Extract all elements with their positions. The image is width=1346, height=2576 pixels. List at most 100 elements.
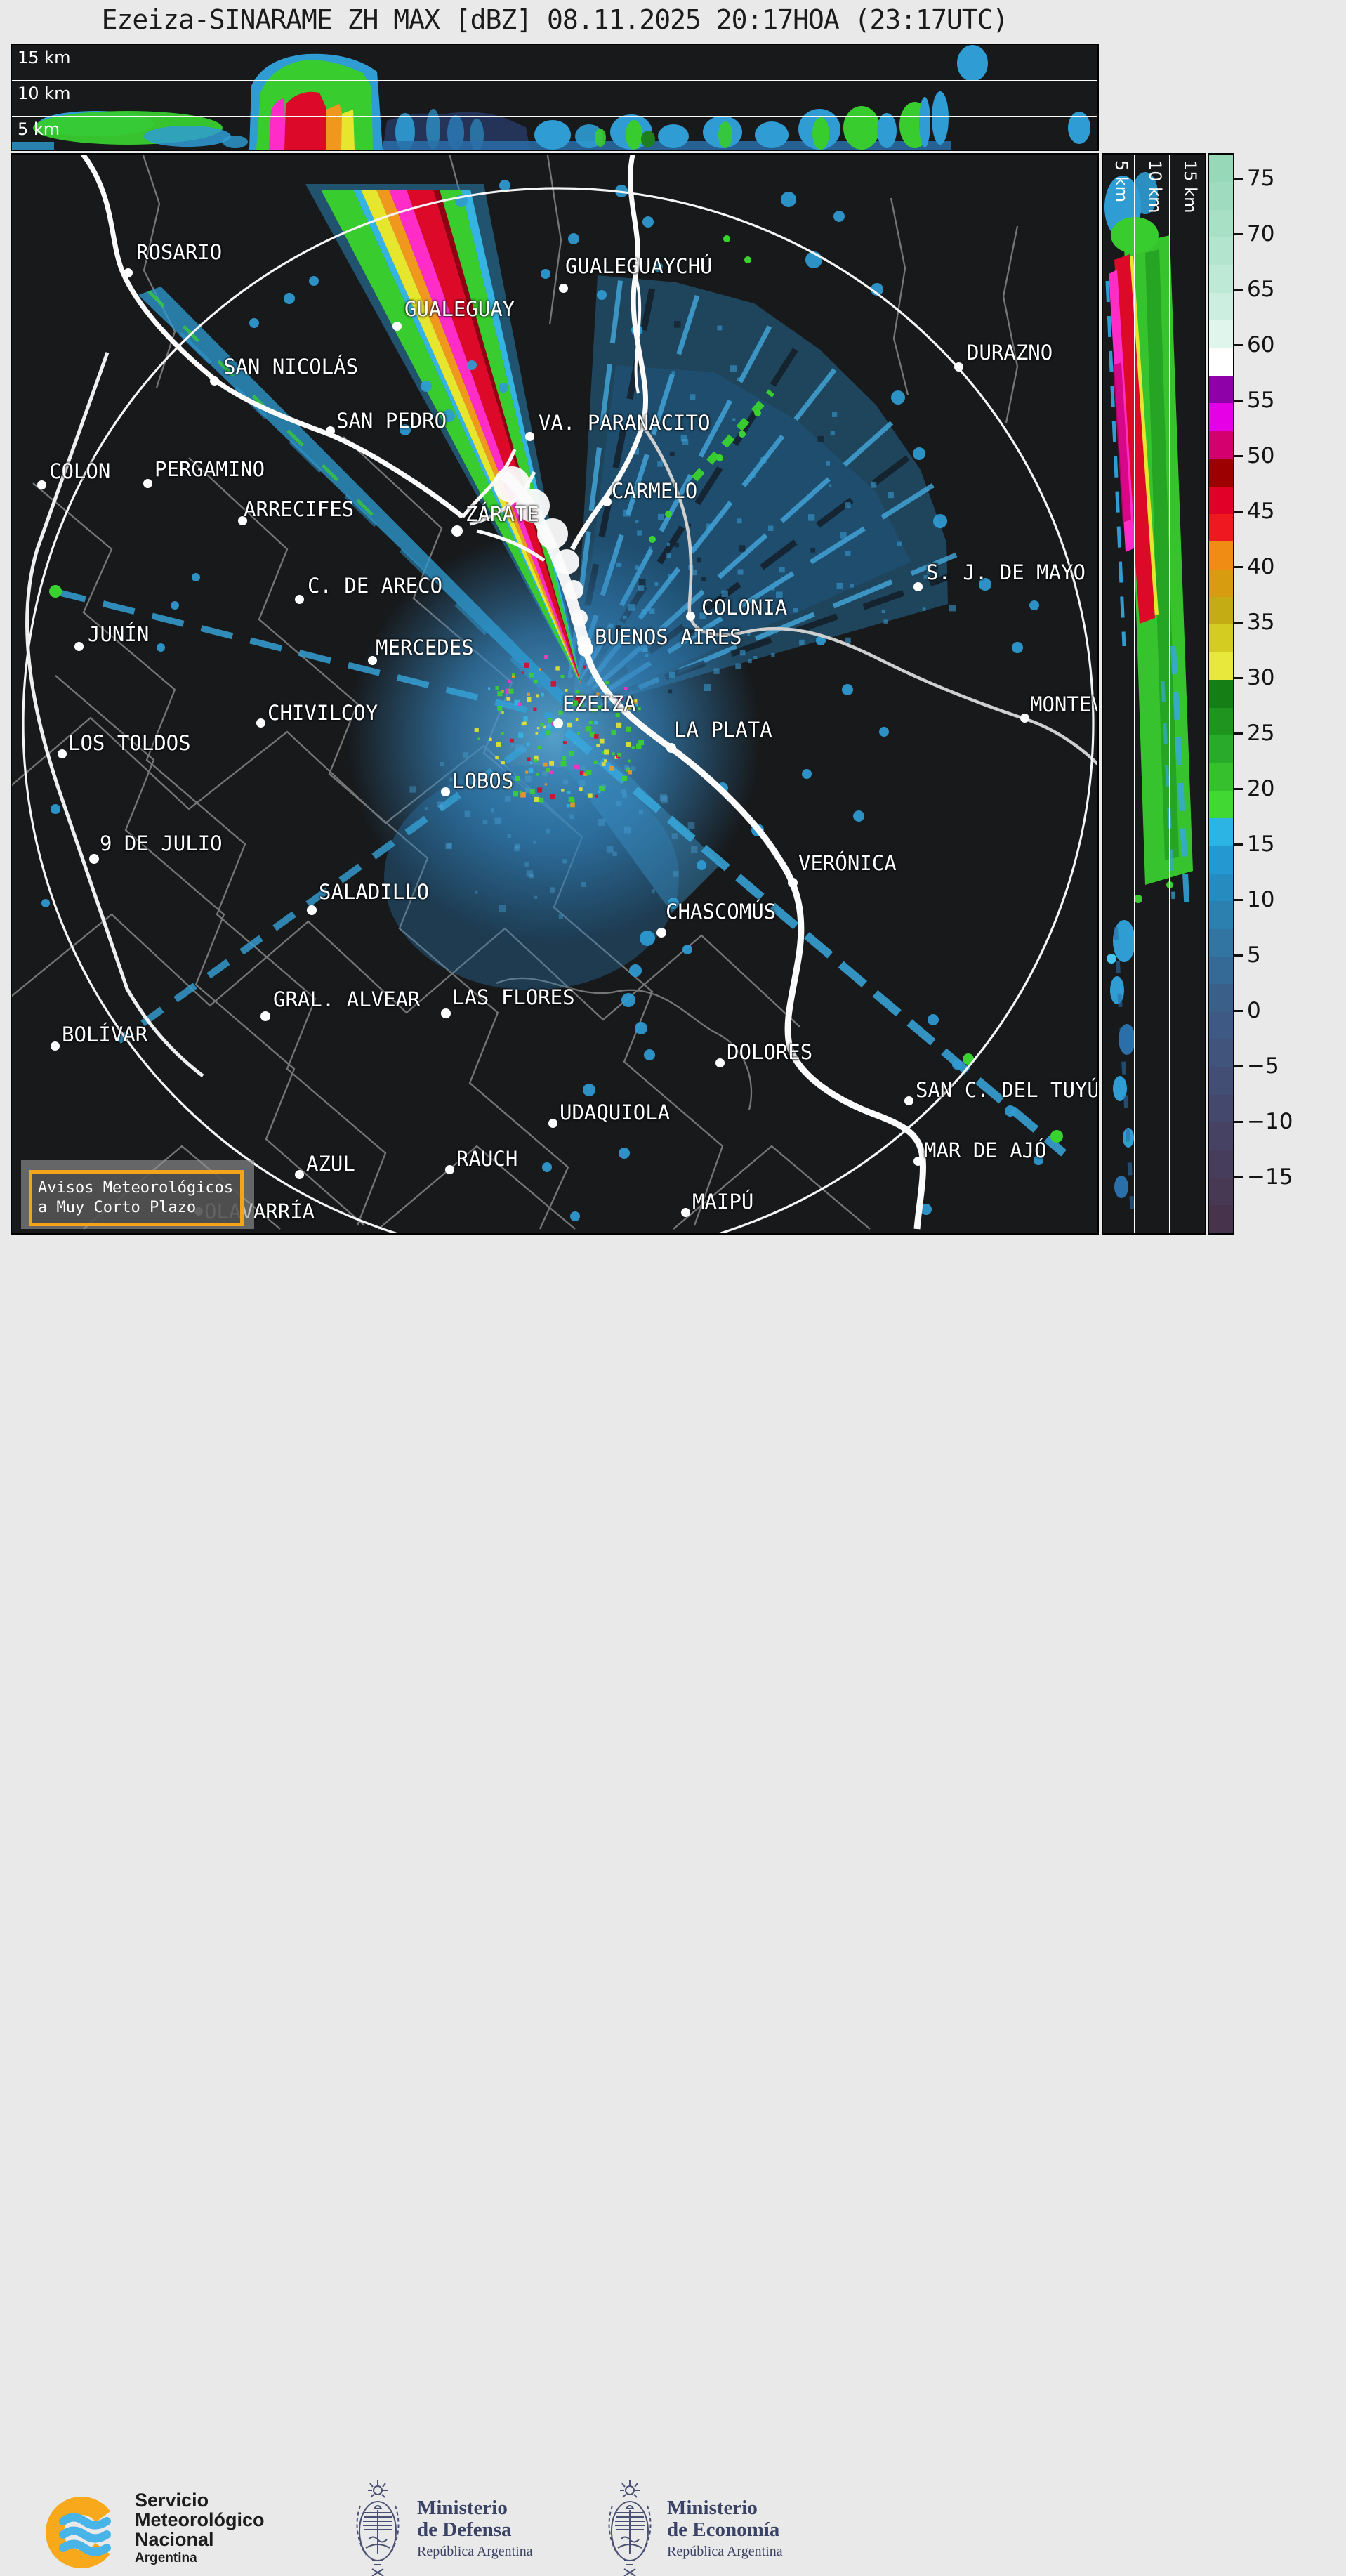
city-label-rauch: RAUCH bbox=[456, 1147, 518, 1171]
colorbar-tick-label: 10 bbox=[1247, 887, 1275, 912]
colorbar-band bbox=[1209, 928, 1233, 957]
radar-map-panel: Avisos Meteorológicos a Muy Corto Plazo … bbox=[11, 153, 1099, 1235]
colorbar-tick-mark bbox=[1234, 1065, 1243, 1067]
city-dot bbox=[392, 321, 402, 331]
colorbar-tick-label: 5 bbox=[1247, 942, 1261, 968]
city-dot bbox=[548, 1118, 557, 1128]
colorbar-tick-label: 50 bbox=[1247, 443, 1275, 468]
colorbar-band bbox=[1209, 320, 1233, 348]
footer: Servicio Meteorológico Nacional Argentin… bbox=[0, 1236, 1346, 2576]
city-dot bbox=[553, 718, 563, 728]
colorbar-tick-mark bbox=[1234, 1010, 1243, 1012]
warning-box[interactable]: Avisos Meteorológicos a Muy Corto Plazo bbox=[29, 1170, 244, 1226]
city-label-chascom-s: CHASCOMÚS bbox=[666, 900, 777, 924]
city-label-9-de-julio: 9 DE JULIO bbox=[100, 832, 223, 855]
colorbar-band bbox=[1209, 790, 1233, 818]
city-dot bbox=[37, 480, 46, 489]
radar-map-graphic bbox=[12, 155, 1097, 1233]
city-label-san-nicol-s: SAN NICOLÁS bbox=[223, 355, 359, 379]
colorbar-band bbox=[1209, 348, 1233, 376]
city-label-bol-var: BOLÍVAR bbox=[62, 1023, 148, 1046]
city-dot bbox=[89, 854, 99, 864]
colorbar-band bbox=[1209, 541, 1233, 570]
city-label-ezeiza: EZEIZA bbox=[562, 692, 636, 716]
colorbar-band bbox=[1209, 431, 1233, 459]
smn-logo bbox=[46, 2497, 117, 2568]
city-label-z-rate: ZÁRATE bbox=[466, 502, 539, 526]
city-dot bbox=[307, 905, 317, 915]
radar-echoes bbox=[41, 180, 1067, 1221]
colorbar-tick-label: 0 bbox=[1247, 998, 1261, 1023]
ministry-sub: República Argentina bbox=[417, 2544, 533, 2559]
top-cross-section-graphic bbox=[12, 45, 1090, 150]
city-label-mercedes: MERCEDES bbox=[376, 636, 474, 659]
right-cross-section-panel: 5 km 10 km 15 km bbox=[1102, 153, 1206, 1235]
city-dot bbox=[57, 749, 67, 758]
colorbar-band bbox=[1209, 513, 1233, 542]
colorbar-band bbox=[1209, 846, 1233, 874]
city-label-va-paranacito: VA. PARANACITO bbox=[539, 411, 711, 435]
city-dot bbox=[50, 1041, 60, 1051]
ministry-line: de Economía bbox=[667, 2518, 780, 2541]
smn-country: Argentina bbox=[135, 2551, 197, 2565]
city-dot bbox=[1020, 713, 1029, 723]
colorbar-tick-label: 15 bbox=[1247, 832, 1275, 857]
right-cross-section-graphic bbox=[1104, 172, 1193, 1216]
warning-line-1: Avisos Meteorológicos bbox=[38, 1179, 234, 1197]
colorbar-band bbox=[1209, 569, 1233, 597]
city-dot bbox=[656, 928, 666, 938]
city-dot bbox=[913, 1156, 923, 1166]
colorbar-band bbox=[1209, 735, 1233, 763]
colorbar-band bbox=[1209, 376, 1233, 404]
colorbar-band bbox=[1209, 1150, 1233, 1178]
city-dot bbox=[666, 743, 676, 753]
city-label-mar-de-aj-: MAR DE AJÓ bbox=[924, 1138, 1047, 1162]
ministry-economia[interactable]: Ministerio de Economía República Argenti… bbox=[667, 2497, 783, 2560]
city-label-colonia: COLONIA bbox=[701, 596, 788, 619]
colorbar-band bbox=[1209, 680, 1233, 708]
coat-of-arms-defensa-icon bbox=[356, 2480, 400, 2576]
city-dot bbox=[237, 515, 247, 525]
colorbar-band bbox=[1209, 956, 1233, 985]
colorbar-tick-label: 70 bbox=[1247, 221, 1275, 247]
city-dot bbox=[685, 611, 695, 621]
colorbar-tick-mark bbox=[1234, 566, 1243, 568]
city-dot bbox=[913, 581, 923, 591]
colorbar-tick-mark bbox=[1234, 954, 1243, 957]
city-label-azul: AZUL bbox=[306, 1152, 355, 1176]
city-dot bbox=[680, 1207, 690, 1217]
smn-name-line: Meteorológico bbox=[135, 2509, 265, 2530]
city-dot bbox=[294, 594, 304, 604]
colorbar-tick-mark bbox=[1234, 1176, 1243, 1178]
city-label-pergamino: PERGAMINO bbox=[154, 457, 265, 481]
height-label-vertical: 5 km bbox=[1111, 160, 1131, 203]
colorbar-band bbox=[1209, 155, 1233, 183]
city-label-buenos-aires: BUENOS AIRES bbox=[595, 625, 742, 649]
colorbar-tick-mark bbox=[1234, 455, 1243, 457]
height-line-5km-vertical bbox=[1134, 155, 1135, 1233]
city-dot bbox=[260, 1011, 270, 1021]
city-label-saladillo: SALADILLO bbox=[319, 880, 430, 904]
colorbar-tick-label: 20 bbox=[1247, 776, 1275, 801]
city-label-san-c-del-tuy-: SAN C. DEL TUYÚ bbox=[916, 1078, 1099, 1102]
city-label-s-j-de-mayo: S. J. DE MAYO bbox=[926, 560, 1086, 584]
city-dot bbox=[256, 718, 265, 728]
city-label-c-de-areco: C. DE ARECO bbox=[308, 574, 443, 598]
smn-name[interactable]: Servicio Meteorológico Nacional Argentin… bbox=[135, 2490, 265, 2566]
city-label-gualeguaych-: GUALEGUAYCHÚ bbox=[565, 254, 713, 278]
colorbar-tick-label: 65 bbox=[1247, 277, 1275, 302]
smn-name-line: Nacional bbox=[135, 2529, 214, 2550]
colorbar-tick-mark bbox=[1234, 732, 1243, 735]
colorbar-tick-mark bbox=[1234, 1121, 1243, 1123]
colorbar-band bbox=[1209, 707, 1233, 735]
city-dot bbox=[444, 1164, 454, 1174]
city-dot bbox=[451, 525, 463, 537]
colorbar-tick-mark bbox=[1234, 788, 1243, 790]
city-dot bbox=[904, 1096, 913, 1105]
colorbar-band bbox=[1209, 1011, 1233, 1039]
city-label-carmelo: CARMELO bbox=[612, 479, 698, 503]
colorbar-band bbox=[1209, 652, 1233, 681]
ministry-defensa[interactable]: Ministerio de Defensa República Argentin… bbox=[417, 2497, 533, 2560]
city-dot bbox=[954, 362, 963, 372]
city-label-durazno: DURAZNO bbox=[967, 341, 1053, 364]
